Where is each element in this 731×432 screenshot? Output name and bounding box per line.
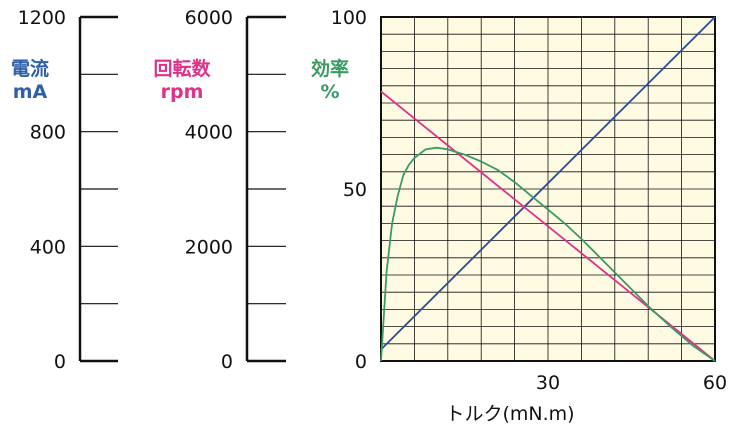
efficiency-axis-unit: %: [320, 81, 339, 103]
efficiency-tick-label: 100: [331, 7, 367, 29]
speed-tick-label: 4000: [185, 122, 233, 144]
efficiency-tick-label: 50: [343, 179, 367, 201]
x-axis-title: トルク(mN.m): [445, 403, 574, 425]
series: [380, 16, 716, 362]
x-tick-label: 30: [536, 372, 560, 394]
current-tick-label: 0: [54, 351, 66, 373]
plot-area: [380, 16, 716, 362]
speed-tick-label: 0: [221, 351, 233, 373]
plot-frame: [380, 16, 716, 362]
axes: [78, 15, 286, 363]
efficiency-axis-title: 効率: [311, 57, 349, 80]
efficiency-series-line: [380, 146, 716, 362]
speed-axis-title: 回転数: [153, 57, 211, 80]
speed-axis-unit: rpm: [161, 81, 204, 103]
speed-tick-label: 6000: [185, 7, 233, 29]
current-tick-label: 800: [30, 122, 66, 144]
current-series-line: [380, 16, 716, 351]
speed-tick-label: 2000: [185, 236, 233, 258]
x-tick-label: 60: [703, 372, 727, 394]
current-axis-title: 電流: [11, 57, 49, 80]
efficiency-tick-label: 0: [355, 351, 367, 373]
current-tick-label: 400: [30, 236, 66, 258]
current-tick-label: 1200: [18, 7, 66, 29]
current-axis-unit: mA: [13, 81, 48, 103]
